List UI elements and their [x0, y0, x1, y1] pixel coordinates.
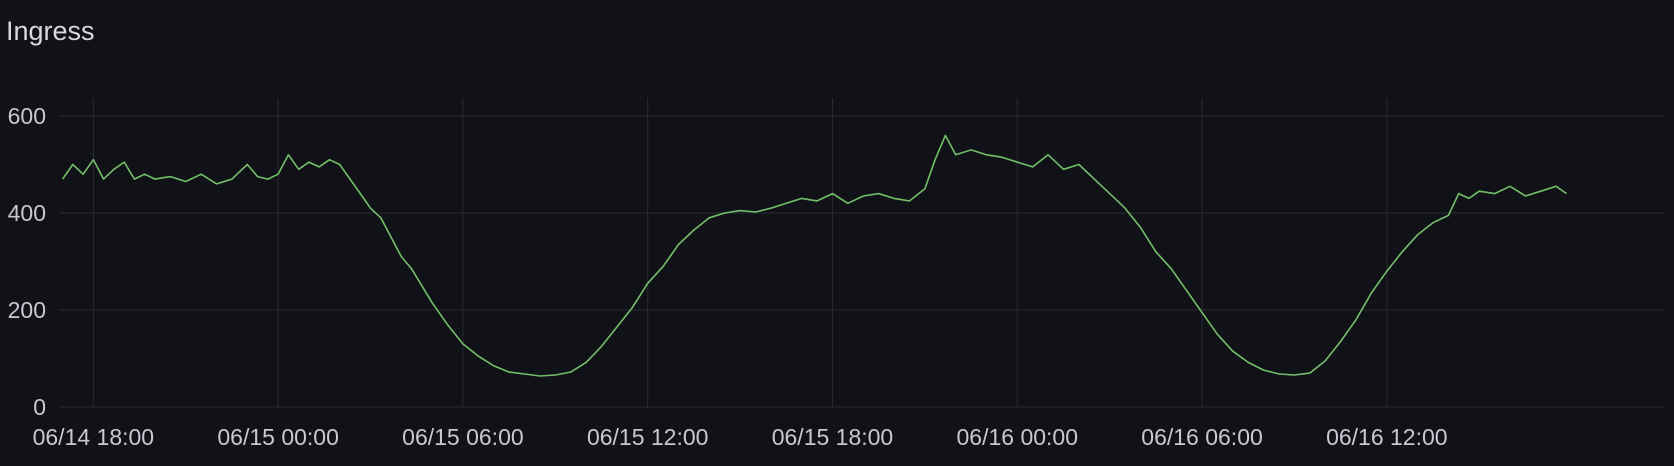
- gridlines: [60, 98, 1664, 408]
- series-group: [61, 134, 1567, 377]
- x-tick-label: 06/14 18:00: [33, 424, 155, 450]
- y-tick-label: 400: [8, 200, 46, 226]
- x-tick-label: 06/15 00:00: [217, 424, 339, 450]
- y-tick-label: 0: [33, 394, 46, 420]
- x-tick-label: 06/15 18:00: [772, 424, 894, 450]
- x-tick-label: 06/16 00:00: [957, 424, 1079, 450]
- y-axis: 0 200 400 600: [8, 103, 46, 420]
- y-tick-label: 600: [8, 103, 46, 129]
- panel-title: Ingress: [6, 16, 95, 46]
- x-tick-label: 06/15 12:00: [587, 424, 709, 450]
- series-line-0[interactable]: [61, 134, 1567, 377]
- x-tick-label: 06/16 06:00: [1141, 424, 1263, 450]
- x-tick-label: 06/15 06:00: [402, 424, 524, 450]
- y-tick-label: 200: [8, 297, 46, 323]
- x-axis: 06/14 18:00 06/15 00:00 06/15 06:00 06/15 1…: [33, 424, 1448, 450]
- x-tick-label: 06/16 12:00: [1326, 424, 1448, 450]
